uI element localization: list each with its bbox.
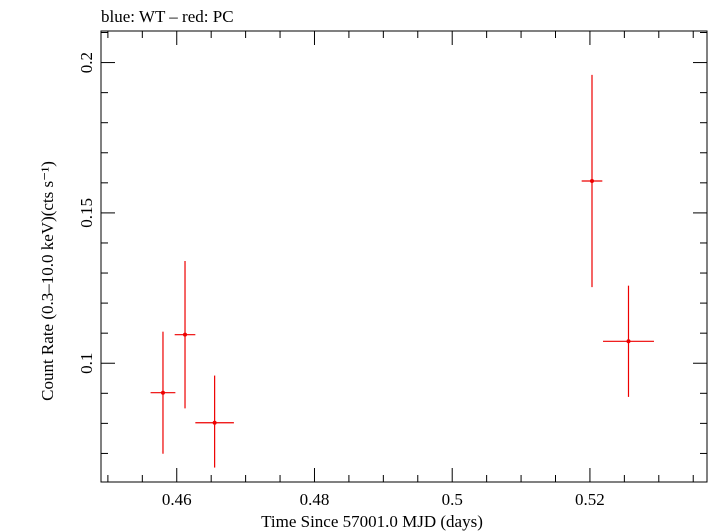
x-tick-labels: 0.46 0.48 0.5 0.52 [162, 490, 605, 509]
data-marker [183, 332, 188, 337]
data-marker [626, 339, 631, 344]
plot-frame [100, 30, 708, 483]
x-axis-label: Time Since 57001.0 MJD (days) [261, 512, 483, 531]
x-tick-label: 0.48 [300, 490, 330, 509]
y-tick-labels: 0.1 0.15 0.2 [77, 52, 96, 374]
data-marker [160, 390, 165, 395]
data-marker [589, 179, 594, 184]
y-axis-label: Count Rate (0.3–10.0 keV)(cts s⁻¹) [38, 161, 57, 401]
data-point [174, 261, 196, 409]
y-tick-label: 0.1 [77, 353, 96, 374]
data-points [150, 74, 654, 468]
data-marker [212, 420, 217, 425]
chart-title: blue: WT – red: PC [101, 7, 234, 26]
y-tick-label: 0.2 [77, 52, 96, 73]
y-tick-label: 0.15 [77, 198, 96, 228]
data-point [150, 331, 176, 454]
axis-ticks [101, 31, 707, 482]
data-point [195, 375, 234, 468]
data-point [603, 285, 654, 397]
x-tick-label: 0.46 [162, 490, 192, 509]
x-tick-label: 0.52 [575, 490, 605, 509]
x-tick-label: 0.5 [442, 490, 463, 509]
data-point [581, 74, 603, 288]
